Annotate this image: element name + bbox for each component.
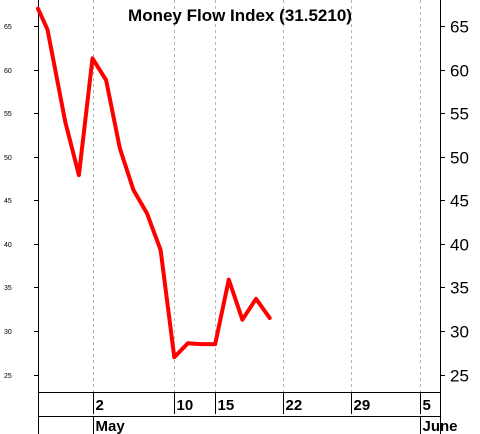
y-tick-label-left: 40: [4, 242, 12, 249]
y-tick-label-right: 25: [450, 367, 469, 386]
series-layer: [36, 6, 272, 360]
y-tick-label-left: 55: [4, 111, 12, 118]
y-tick-label-left: 65: [4, 24, 12, 31]
y-tick-label-right: 30: [450, 323, 469, 342]
y-tick-label-right: 55: [450, 105, 469, 124]
y-tick-label-right: 45: [450, 192, 469, 211]
money-flow-index-line: [36, 6, 272, 360]
y-tick-label-right: 40: [450, 236, 469, 255]
x-tick-label: 10: [177, 397, 194, 414]
month-label: June: [423, 418, 458, 434]
grid: [93, 0, 421, 392]
x-tick-label: 2: [96, 397, 104, 414]
y-tick-label-left: 45: [4, 198, 12, 205]
x-tick-label: 5: [423, 397, 431, 414]
month-label: May: [96, 418, 126, 434]
y-tick-label-right: 50: [450, 149, 469, 168]
y-tick-label-left: 25: [4, 373, 12, 380]
y-tick-label-right: 60: [450, 62, 469, 81]
plot-frame: [38, 0, 441, 434]
chart-title: Money Flow Index (31.5210): [128, 6, 352, 25]
x-axis-ticks: 2 10 15 22 29 5 May June: [93, 392, 458, 434]
y-tick-label-right: 35: [450, 279, 469, 298]
y-tick-label-right: 65: [450, 18, 469, 37]
y-tick-label-left: 35: [4, 285, 12, 292]
y-axis-ticks: 25 25 30 30 35 35 40 40 45 45 50 50 55 55 60 60 65 65: [4, 18, 469, 386]
y-tick-label-left: 60: [4, 68, 12, 75]
x-tick-label: 15: [218, 397, 235, 414]
y-tick-label-left: 50: [4, 155, 12, 162]
x-tick-label: 22: [286, 397, 303, 414]
y-tick-label-left: 30: [4, 329, 12, 336]
x-tick-label: 29: [354, 397, 371, 414]
